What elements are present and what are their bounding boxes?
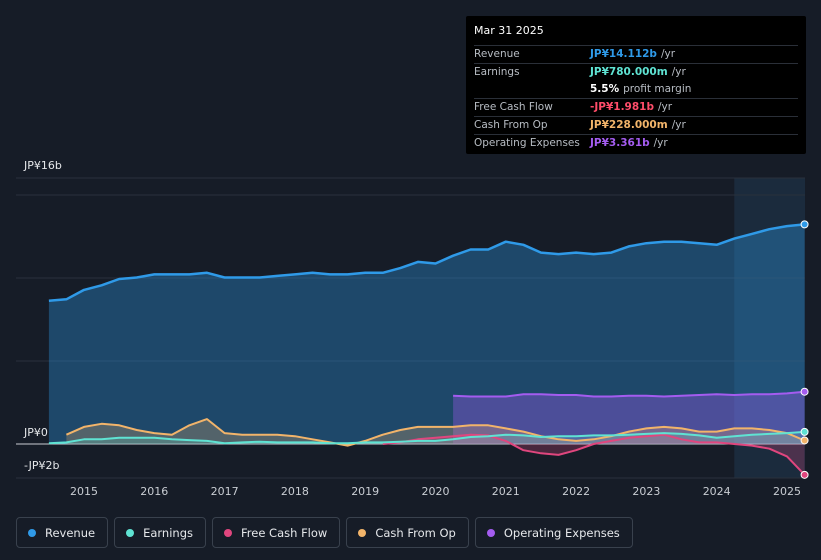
tooltip-panel: Mar 31 2025 Revenue JP¥14.112b /yr Earni… xyxy=(466,16,806,154)
legend-dot-icon xyxy=(126,528,135,537)
tooltip-row-earnings: Earnings JP¥780.000m /yr xyxy=(474,64,798,81)
tooltip-row-revenue: Revenue JP¥14.112b /yr xyxy=(474,46,798,64)
free-cash-flow-line xyxy=(382,433,806,476)
chart-lines xyxy=(48,220,809,479)
legend-item-revenue[interactable]: Revenue xyxy=(16,517,109,548)
tooltip-value: JP¥3.361b xyxy=(590,137,650,149)
x-axis-ticks: 2015 2016 2017 2018 2019 2020 2021 2022 2023 2024… xyxy=(70,485,801,498)
chart-legend: Revenue Earnings Free Cash Flow Cash Fro… xyxy=(16,517,633,548)
tooltip-label: Revenue xyxy=(474,48,520,60)
x-tick-label: 2025 xyxy=(773,485,801,498)
legend-label: Revenue xyxy=(45,525,96,540)
x-tick-label: 2022 xyxy=(562,485,590,498)
x-tick-label: 2024 xyxy=(703,485,731,498)
tooltip-row-cfo: Cash From Op JP¥228.000m /yr xyxy=(474,117,798,135)
tooltip-unit: /yr xyxy=(671,66,686,78)
tooltip-label: Earnings xyxy=(474,66,520,78)
tooltip-value: JP¥780.000m xyxy=(590,66,668,78)
legend-label: Operating Expenses xyxy=(503,525,620,540)
tooltip-date: Mar 31 2025 xyxy=(474,23,798,46)
legend-item-cash-from-op[interactable]: Cash From Op xyxy=(346,517,469,548)
x-tick-label: 2019 xyxy=(351,485,379,498)
tooltip-label: Free Cash Flow xyxy=(474,101,553,113)
x-tick-label: 2018 xyxy=(281,485,309,498)
tooltip-value: JP¥228.000m xyxy=(590,119,668,131)
tooltip-row-fcf: Free Cash Flow -JP¥1.981b /yr xyxy=(474,99,798,117)
revenue-area xyxy=(48,224,805,444)
cash-from-op-line xyxy=(65,418,805,447)
earnings-end-point xyxy=(800,427,809,436)
legend-dot-icon xyxy=(486,528,495,537)
legend-label: Earnings xyxy=(143,525,193,540)
tooltip-label xyxy=(474,81,590,98)
y-tick-label-top: JP¥16b xyxy=(24,159,62,172)
cash-from-op-end-point xyxy=(800,436,809,445)
legend-label: Cash From Op xyxy=(375,525,456,540)
tooltip-row-margin: 5.5% profit margin xyxy=(474,81,798,99)
legend-dot-icon xyxy=(224,528,232,537)
legend-dot-icon xyxy=(28,528,36,537)
y-tick-label-zero: JP¥0 xyxy=(24,426,48,439)
tooltip-row-opex: Operating Expenses JP¥3.361b /yr xyxy=(474,135,798,152)
tooltip-unit: /yr xyxy=(671,119,686,131)
tooltip-unit: /yr xyxy=(660,48,676,60)
operating-expenses-line xyxy=(453,390,805,398)
tooltip-label: Cash From Op xyxy=(474,119,548,131)
revenue-line xyxy=(48,223,805,303)
x-tick-label: 2020 xyxy=(422,485,450,498)
earnings-line xyxy=(48,430,805,445)
operating-expenses-end-point xyxy=(800,387,809,396)
x-tick-label: 2023 xyxy=(632,485,660,498)
tooltip-unit: /yr xyxy=(653,137,668,149)
x-tick-label: 2016 xyxy=(140,485,168,498)
tooltip-unit: /yr xyxy=(658,101,673,113)
legend-item-earnings[interactable]: Earnings xyxy=(114,517,206,548)
revenue-end-point xyxy=(800,220,809,229)
tooltip-label: Operating Expenses xyxy=(474,137,580,149)
legend-label: Free Cash Flow xyxy=(241,525,328,540)
free-cash-flow-end-point xyxy=(800,470,809,479)
tooltip-value: -JP¥1.981b xyxy=(590,101,654,113)
tooltip-value: 5.5% xyxy=(590,83,620,95)
tooltip-unit: profit margin xyxy=(623,83,692,95)
x-tick-label: 2017 xyxy=(211,485,239,498)
legend-item-operating-expenses[interactable]: Operating Expenses xyxy=(474,517,633,548)
x-tick-label: 2021 xyxy=(492,485,520,498)
x-tick-label: 2015 xyxy=(70,485,98,498)
legend-dot-icon xyxy=(358,528,367,537)
tooltip-value: JP¥14.112b xyxy=(590,48,657,60)
legend-item-free-cash-flow[interactable]: Free Cash Flow xyxy=(212,517,341,548)
y-tick-label-bottom: -JP¥2b xyxy=(24,459,60,472)
